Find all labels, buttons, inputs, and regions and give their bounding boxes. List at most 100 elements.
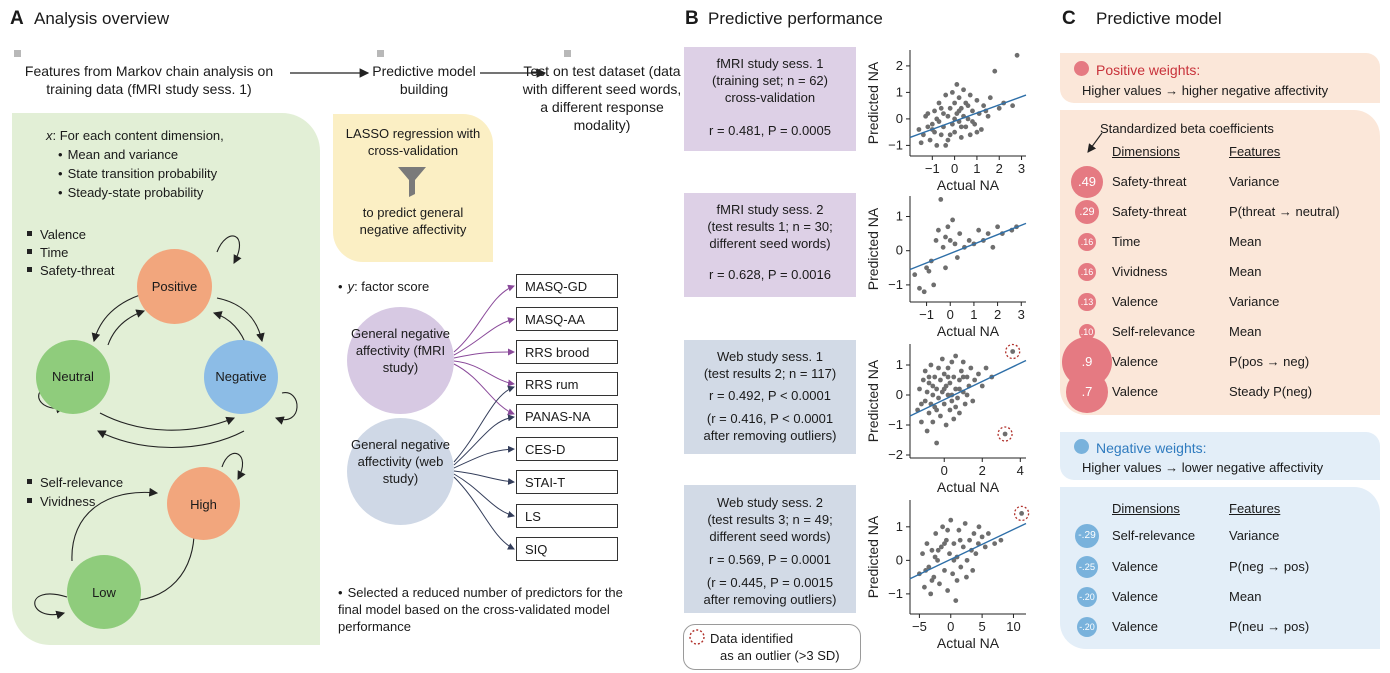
- data-point: [992, 541, 998, 546]
- data-point: [963, 124, 969, 130]
- pos-row-dimension: Valence: [1112, 384, 1159, 399]
- step3-marker: [564, 50, 571, 57]
- pos-row-dimension: Valence: [1112, 294, 1159, 309]
- data-point: [976, 227, 982, 233]
- data-point: [950, 571, 956, 577]
- fit-line: [909, 222, 1027, 271]
- data-point: [924, 265, 929, 271]
- y-tick-label: 2: [896, 58, 903, 73]
- pos-row-dimension: Self-relevance: [1112, 324, 1196, 339]
- x-axis-label: Actual NA: [937, 479, 1000, 495]
- data-point: [922, 584, 927, 590]
- factor-fmri-label: General negative affectivity (fMRI study…: [350, 326, 450, 375]
- data-point: [970, 108, 975, 114]
- measure-rrs-brood: RRS brood: [516, 340, 618, 364]
- measure-panas-na: PANAS-NA: [516, 404, 618, 428]
- data-point: [922, 398, 928, 404]
- data-point: [919, 401, 924, 407]
- data-point: [924, 428, 930, 434]
- x-tick-label: −5: [912, 619, 927, 634]
- state-low-label: Low: [92, 585, 116, 600]
- state-positive: [137, 249, 212, 324]
- data-point: [945, 224, 951, 230]
- pos-row-dimension: Valence: [1112, 354, 1159, 369]
- result-box-1: [684, 47, 856, 151]
- pos-coef-circle: .13: [1078, 293, 1096, 311]
- state-low: [67, 555, 141, 629]
- data-point: [920, 551, 925, 557]
- dim2-self-relevance: Self-relevance: [27, 474, 123, 491]
- data-point: [976, 524, 982, 530]
- state-neutral: [36, 340, 110, 414]
- data-point: [958, 564, 964, 570]
- y-tick-label: 0: [896, 552, 903, 567]
- high-self-loop: [221, 453, 246, 480]
- neg-coef-circle: -.20: [1076, 616, 1098, 638]
- data-point: [924, 541, 930, 546]
- data-point: [982, 544, 988, 550]
- data-point: [954, 82, 960, 87]
- pos-row-dimension: Time: [1112, 234, 1141, 249]
- scatter-plot-3: 0 2 4 −2 −1 0 1 Actual NA Predicted NA: [866, 343, 1027, 495]
- data-point: [949, 90, 955, 95]
- data-point: [945, 374, 951, 380]
- data-point: [953, 386, 959, 392]
- outlier-legend-icon: [689, 629, 705, 645]
- data-point: [976, 371, 981, 377]
- data-point: [952, 241, 958, 247]
- y-axis-label: Predicted NA: [866, 359, 881, 442]
- negative-weights-header: [1060, 432, 1380, 480]
- box1-line1: fMRI study sess. 1: [716, 56, 824, 71]
- x-item-2: State transition probability: [58, 165, 218, 182]
- data-point: [926, 380, 932, 386]
- lasso-bottom-text: to predict general negative affectivity: [359, 205, 467, 237]
- outlier-point: [1002, 431, 1008, 437]
- data-point: [962, 401, 968, 407]
- data-point: [925, 124, 931, 130]
- data-point: [945, 113, 951, 119]
- data-point: [967, 537, 972, 543]
- data-point: [971, 531, 977, 536]
- neg-row-feature: Mean: [1229, 589, 1262, 604]
- data-point: [949, 398, 955, 404]
- x-tick-label: 4: [1017, 463, 1024, 478]
- data-point: [940, 524, 946, 530]
- data-point: [992, 68, 998, 74]
- neg-row-feature: P(neg → pos): [1229, 559, 1310, 574]
- neg-row-dimension: Valence: [1112, 589, 1159, 604]
- loading-arrows: [453, 284, 515, 550]
- data-point: [961, 87, 966, 93]
- data-point: [965, 103, 971, 109]
- data-point: [934, 407, 940, 413]
- data-point: [938, 132, 944, 138]
- negative-weights-title: Negative weights:: [1096, 440, 1207, 456]
- data-point: [1010, 103, 1016, 109]
- data-point: [960, 374, 966, 380]
- data-point: [934, 116, 940, 122]
- x-tick-label: 10: [1006, 619, 1020, 634]
- pos-coef-circle: .16: [1077, 232, 1097, 252]
- state-negative: [204, 340, 278, 414]
- data-point: [938, 377, 943, 383]
- box3-stat: r = 0.492, P < 0.0001: [709, 388, 831, 403]
- y-tick-label: 1: [896, 84, 903, 99]
- data-point: [951, 541, 957, 546]
- state-neutral-label: Neutral: [52, 369, 94, 384]
- box1-line3: cross-validation: [724, 90, 816, 105]
- data-point: [931, 282, 937, 288]
- data-point: [936, 100, 942, 106]
- y-tick-label: −1: [888, 277, 903, 292]
- neg-row-dimension: Valence: [1112, 619, 1159, 634]
- outlier-marker: [1005, 343, 1021, 360]
- data-point: [943, 265, 948, 271]
- neg-row-dimension: Self-relevance: [1112, 528, 1196, 543]
- data-point: [985, 231, 991, 237]
- x-item-3: Steady-state probability: [58, 184, 204, 201]
- data-point: [934, 440, 940, 446]
- data-point: [941, 111, 946, 116]
- box1-stat: r = 0.481, P = 0.0005: [709, 123, 831, 138]
- data-point: [957, 231, 963, 237]
- x-tick-label: −1: [925, 161, 940, 176]
- pos-coef-circle: .29: [1074, 199, 1100, 225]
